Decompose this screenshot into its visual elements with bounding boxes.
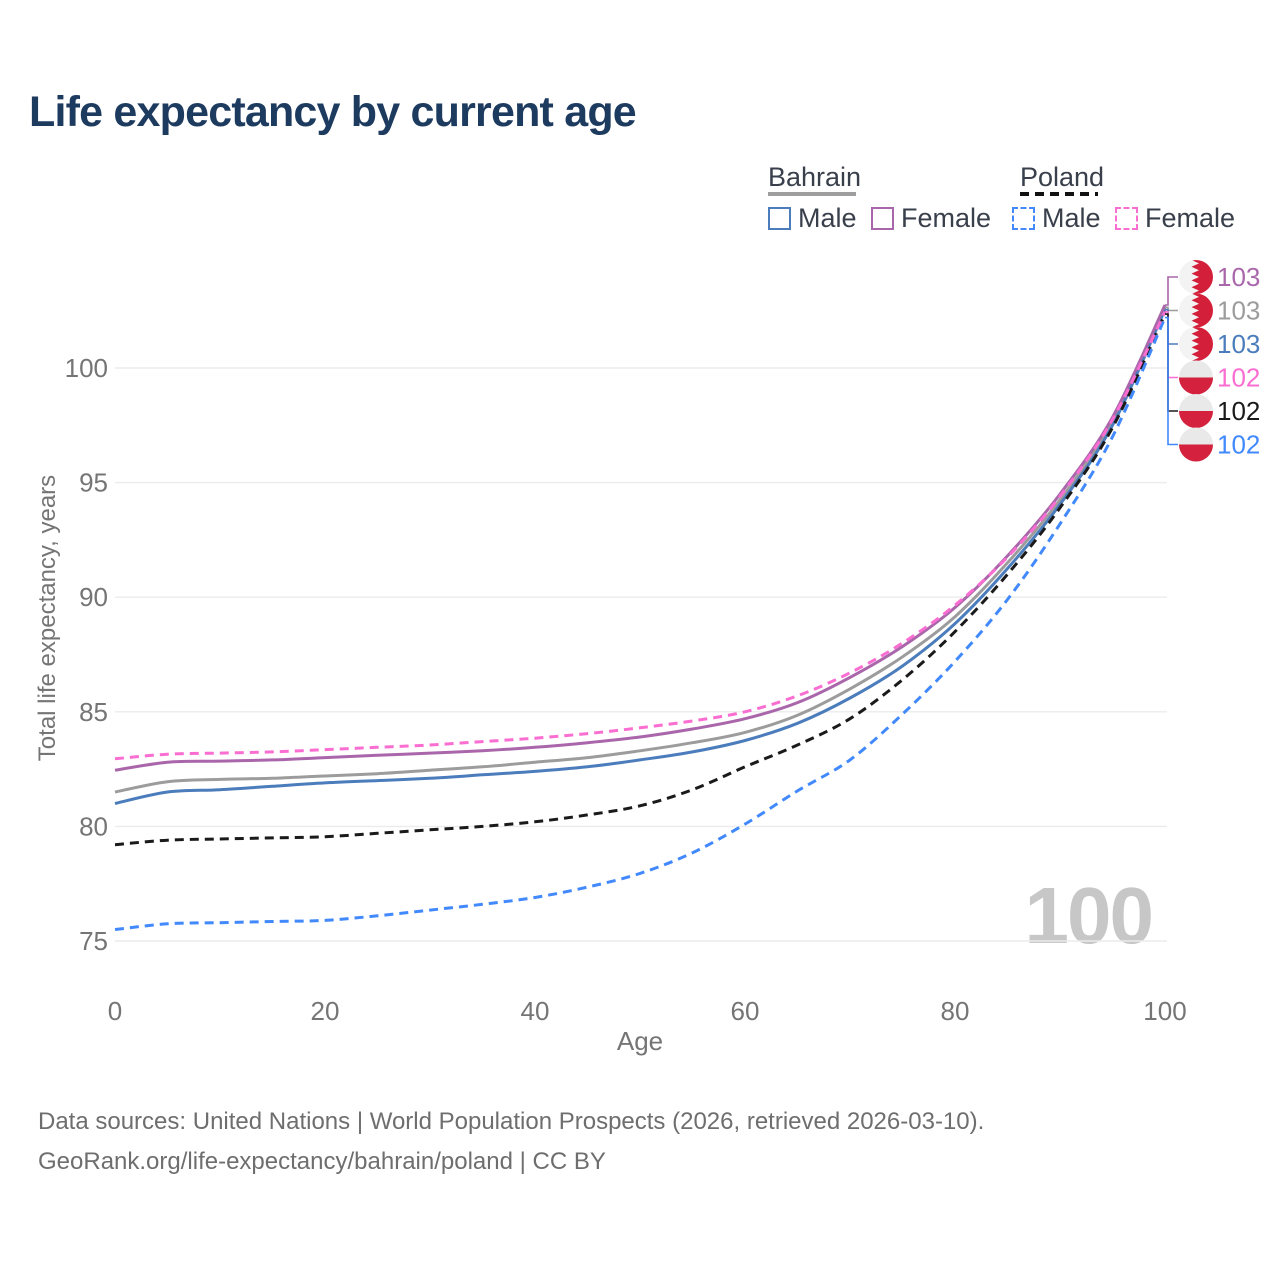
legend-item-label: Female (1145, 203, 1236, 233)
hover-age-watermark: 100 (1024, 871, 1154, 960)
x-tick-label: 100 (1143, 996, 1186, 1026)
legend-item-label: Female (901, 203, 992, 233)
series-end-value-bahrain-male: 103 (1217, 329, 1260, 359)
flag-icon-poland (1179, 360, 1213, 395)
bahrain-male-swatch-icon (768, 207, 791, 230)
legend-item-bahrain-female[interactable]: Female (871, 203, 991, 234)
series-end-value-poland-male: 102 (1217, 430, 1260, 460)
series-line-poland-female[interactable] (114, 311, 1167, 761)
series-end-value-bahrain-both-sexes: 103 (1217, 296, 1260, 326)
legend-item-label: Male (1042, 203, 1101, 233)
y-tick-label: 95 (79, 468, 108, 498)
end-label-leader-line (1165, 276, 1178, 306)
flag-icon-bahrain (1179, 327, 1213, 361)
legend-item-bahrain-male[interactable]: Male (768, 203, 857, 234)
y-tick-label: 100 (65, 353, 108, 383)
attribution-text: GeoRank.org/life-expectancy/bahrain/pola… (38, 1148, 606, 1175)
bahrain-female-swatch-icon (871, 207, 894, 230)
series-line-bahrain-female[interactable] (114, 304, 1167, 772)
poland-male-swatch-icon (1012, 207, 1035, 230)
poland-female-swatch-icon (1115, 207, 1138, 230)
flag-icon-poland (1179, 427, 1213, 462)
flag-icon-bahrain (1179, 260, 1213, 294)
flag-icon-poland (1179, 394, 1213, 428)
x-axis-title: Age (616, 1026, 664, 1056)
x-tick-label: 80 (941, 996, 970, 1026)
series-end-value-bahrain-female: 103 (1217, 262, 1260, 292)
series-line-bahrain-both-sexes[interactable] (114, 306, 1167, 794)
series-end-value-poland-female: 102 (1217, 363, 1260, 393)
legend-group-bahrain[interactable]: Bahrain (768, 162, 862, 192)
y-axis-title: Total life expectancy, years (34, 474, 61, 762)
series-line-poland-male[interactable] (114, 316, 1167, 931)
data-sources-text: Data sources: United Nations | World Pop… (38, 1108, 985, 1135)
x-tick-label: 40 (521, 996, 550, 1026)
legend-item-poland-male[interactable]: Male (1012, 203, 1101, 234)
legend-group-poland[interactable]: Poland (1020, 162, 1105, 192)
y-tick-label: 90 (79, 582, 108, 612)
page-title: Life expectancy by current age (29, 88, 637, 136)
x-tick-label: 20 (311, 996, 340, 1026)
series-end-value-poland-both-sexes: 102 (1217, 396, 1260, 426)
legend-underline-poland (1020, 192, 1098, 196)
y-tick-label: 75 (79, 926, 108, 956)
x-tick-label: 0 (108, 996, 122, 1026)
series-line-bahrain-male[interactable] (114, 308, 1167, 805)
end-label-leader-line (1165, 313, 1178, 412)
legend-item-label: Male (798, 203, 857, 233)
x-tick-label: 60 (731, 996, 760, 1026)
end-label-leader-line (1165, 316, 1178, 446)
y-tick-label: 80 (79, 811, 108, 841)
series-line-poland-both-sexes[interactable] (114, 313, 1167, 847)
legend-item-poland-female[interactable]: Female (1115, 203, 1235, 234)
y-tick-label: 85 (79, 697, 108, 727)
legend-underline-bahrain (768, 192, 856, 196)
flag-icon-bahrain (1179, 293, 1213, 328)
